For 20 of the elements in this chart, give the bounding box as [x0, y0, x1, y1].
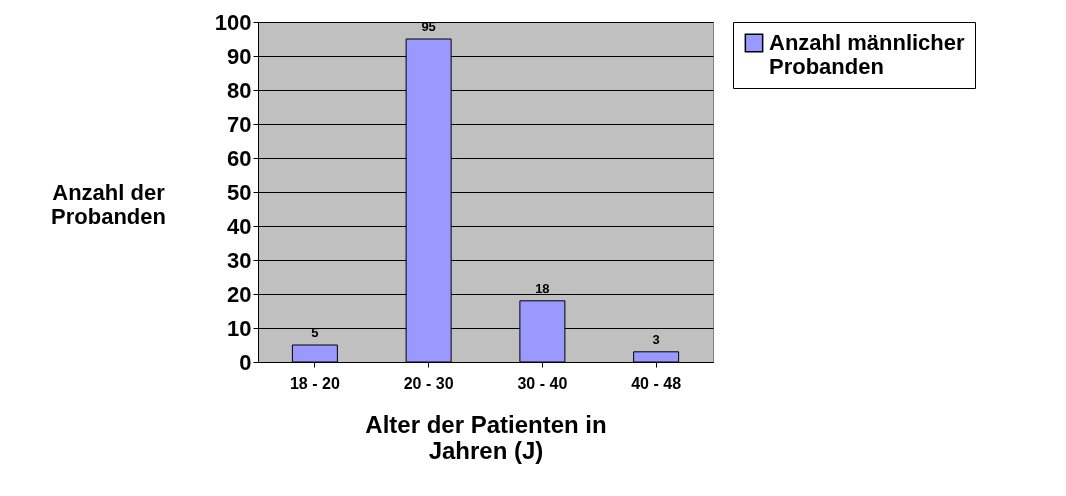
data-label: 3: [652, 331, 660, 347]
x-tick-label: 20 - 30: [403, 374, 454, 392]
y-tick-label: 20: [227, 281, 252, 307]
y-tick-label: 100: [214, 9, 252, 35]
y-tick-label: 80: [227, 77, 252, 103]
y-tick-label: 70: [227, 111, 252, 137]
y-tick-label: 50: [227, 179, 252, 205]
legend-label: Anzahl männlicher Probanden: [769, 30, 966, 79]
y-tick-label: 60: [227, 145, 252, 171]
y-tick-label: 90: [227, 43, 252, 69]
y-tick-label: 40: [227, 213, 252, 239]
y-tick-label: 30: [227, 247, 252, 273]
x-tick-label: 30 - 40: [517, 374, 568, 392]
x-tick-label: 40 - 48: [631, 374, 682, 392]
x-axis-title: Alter der Patienten in Jahren (J): [365, 410, 607, 464]
y-axis-title: Anzahl der Probanden: [51, 179, 166, 229]
y-tick-label: 10: [227, 315, 252, 341]
data-label: 18: [535, 280, 550, 296]
x-tick-label: 18 - 20: [289, 374, 340, 392]
y-tick-label: 0: [239, 349, 252, 375]
